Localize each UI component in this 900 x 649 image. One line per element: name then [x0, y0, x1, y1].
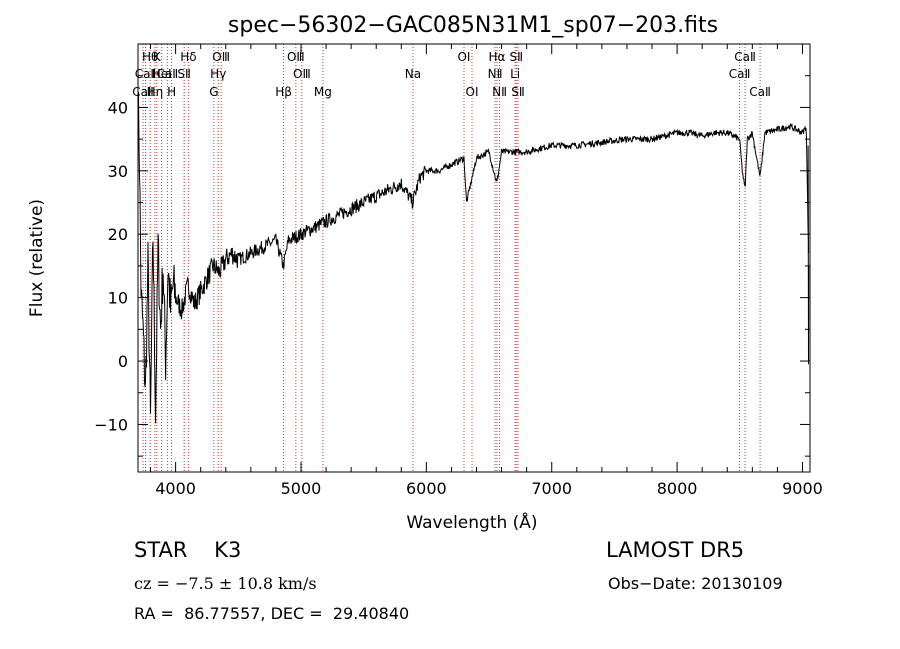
line-label: Hβ — [275, 85, 292, 99]
line-label: Hγ — [210, 67, 226, 81]
line-label: Mg — [314, 85, 332, 99]
y-tick-label: −10 — [94, 415, 128, 434]
line-label: H — [167, 85, 176, 99]
y-tick-label: 40 — [108, 98, 128, 117]
line-label: OⅢ — [293, 67, 311, 81]
x-axis-label: Wavelength (Å) — [406, 511, 537, 533]
chart-title: spec−56302−GAC085N31M1_sp07−203.fits — [228, 13, 718, 38]
line-label: OⅠ — [457, 50, 470, 64]
line-label: Hδ — [180, 50, 196, 64]
line-label: OⅢ — [287, 50, 305, 64]
line-label: NⅡ — [492, 85, 507, 99]
line-label: CaⅡ — [157, 67, 179, 81]
survey-label: LAMOST DR5 — [606, 538, 745, 562]
line-label: G — [209, 85, 218, 99]
y-tick-label: 0 — [118, 352, 128, 371]
observation-date: Obs−Date: 20130109 — [608, 574, 783, 593]
line-label: CaⅡ — [749, 85, 771, 99]
y-tick-label: 10 — [108, 289, 128, 308]
line-label: Na — [405, 67, 421, 81]
coordinates: RA = 86.77557, DEC = 29.40840 — [134, 604, 410, 623]
line-label: NⅡ — [488, 67, 503, 81]
y-axis-label: Flux (relative) — [27, 199, 47, 317]
line-label: CaⅡ — [729, 67, 751, 81]
line-label: CaⅡ — [135, 67, 157, 81]
x-tick-label: 8000 — [657, 479, 698, 498]
x-tick-label: 5000 — [281, 479, 322, 498]
line-label: CaⅡ — [734, 50, 756, 64]
line-label: SⅡ — [509, 50, 523, 64]
line-label: Li — [510, 67, 520, 81]
line-label: Hα — [488, 50, 505, 64]
redshift-line: cz = −7.5 ± 10.8 km/s — [134, 574, 317, 593]
object-class: STAR K3 — [134, 538, 242, 562]
line-label: SⅡ — [511, 85, 525, 99]
y-tick-label: 20 — [108, 225, 128, 244]
y-tick-label: 30 — [108, 162, 128, 181]
spectrum-line — [137, 92, 810, 424]
line-label: HeⅠ — [152, 67, 172, 81]
cz-value: cz = −7.5 ± 10.8 km/s — [134, 574, 317, 593]
spectrum-series — [137, 92, 810, 424]
axis-ticks: 4000 5000 6000 7000 8000 9000 −10 0 10 20 30 40 — [94, 44, 823, 498]
line-label: Hη — [147, 85, 164, 99]
x-tick-label: 4000 — [155, 479, 196, 498]
plot-frame — [137, 43, 811, 473]
x-tick-label: 7000 — [531, 479, 572, 498]
line-label: K — [153, 50, 162, 64]
line-label: SⅡ — [177, 67, 191, 81]
x-tick-label: 9000 — [782, 479, 823, 498]
line-label: OⅠ — [466, 85, 479, 99]
line-label: Hθ — [142, 50, 158, 64]
x-tick-label: 6000 — [406, 479, 447, 498]
line-label: OⅢ — [212, 50, 230, 64]
